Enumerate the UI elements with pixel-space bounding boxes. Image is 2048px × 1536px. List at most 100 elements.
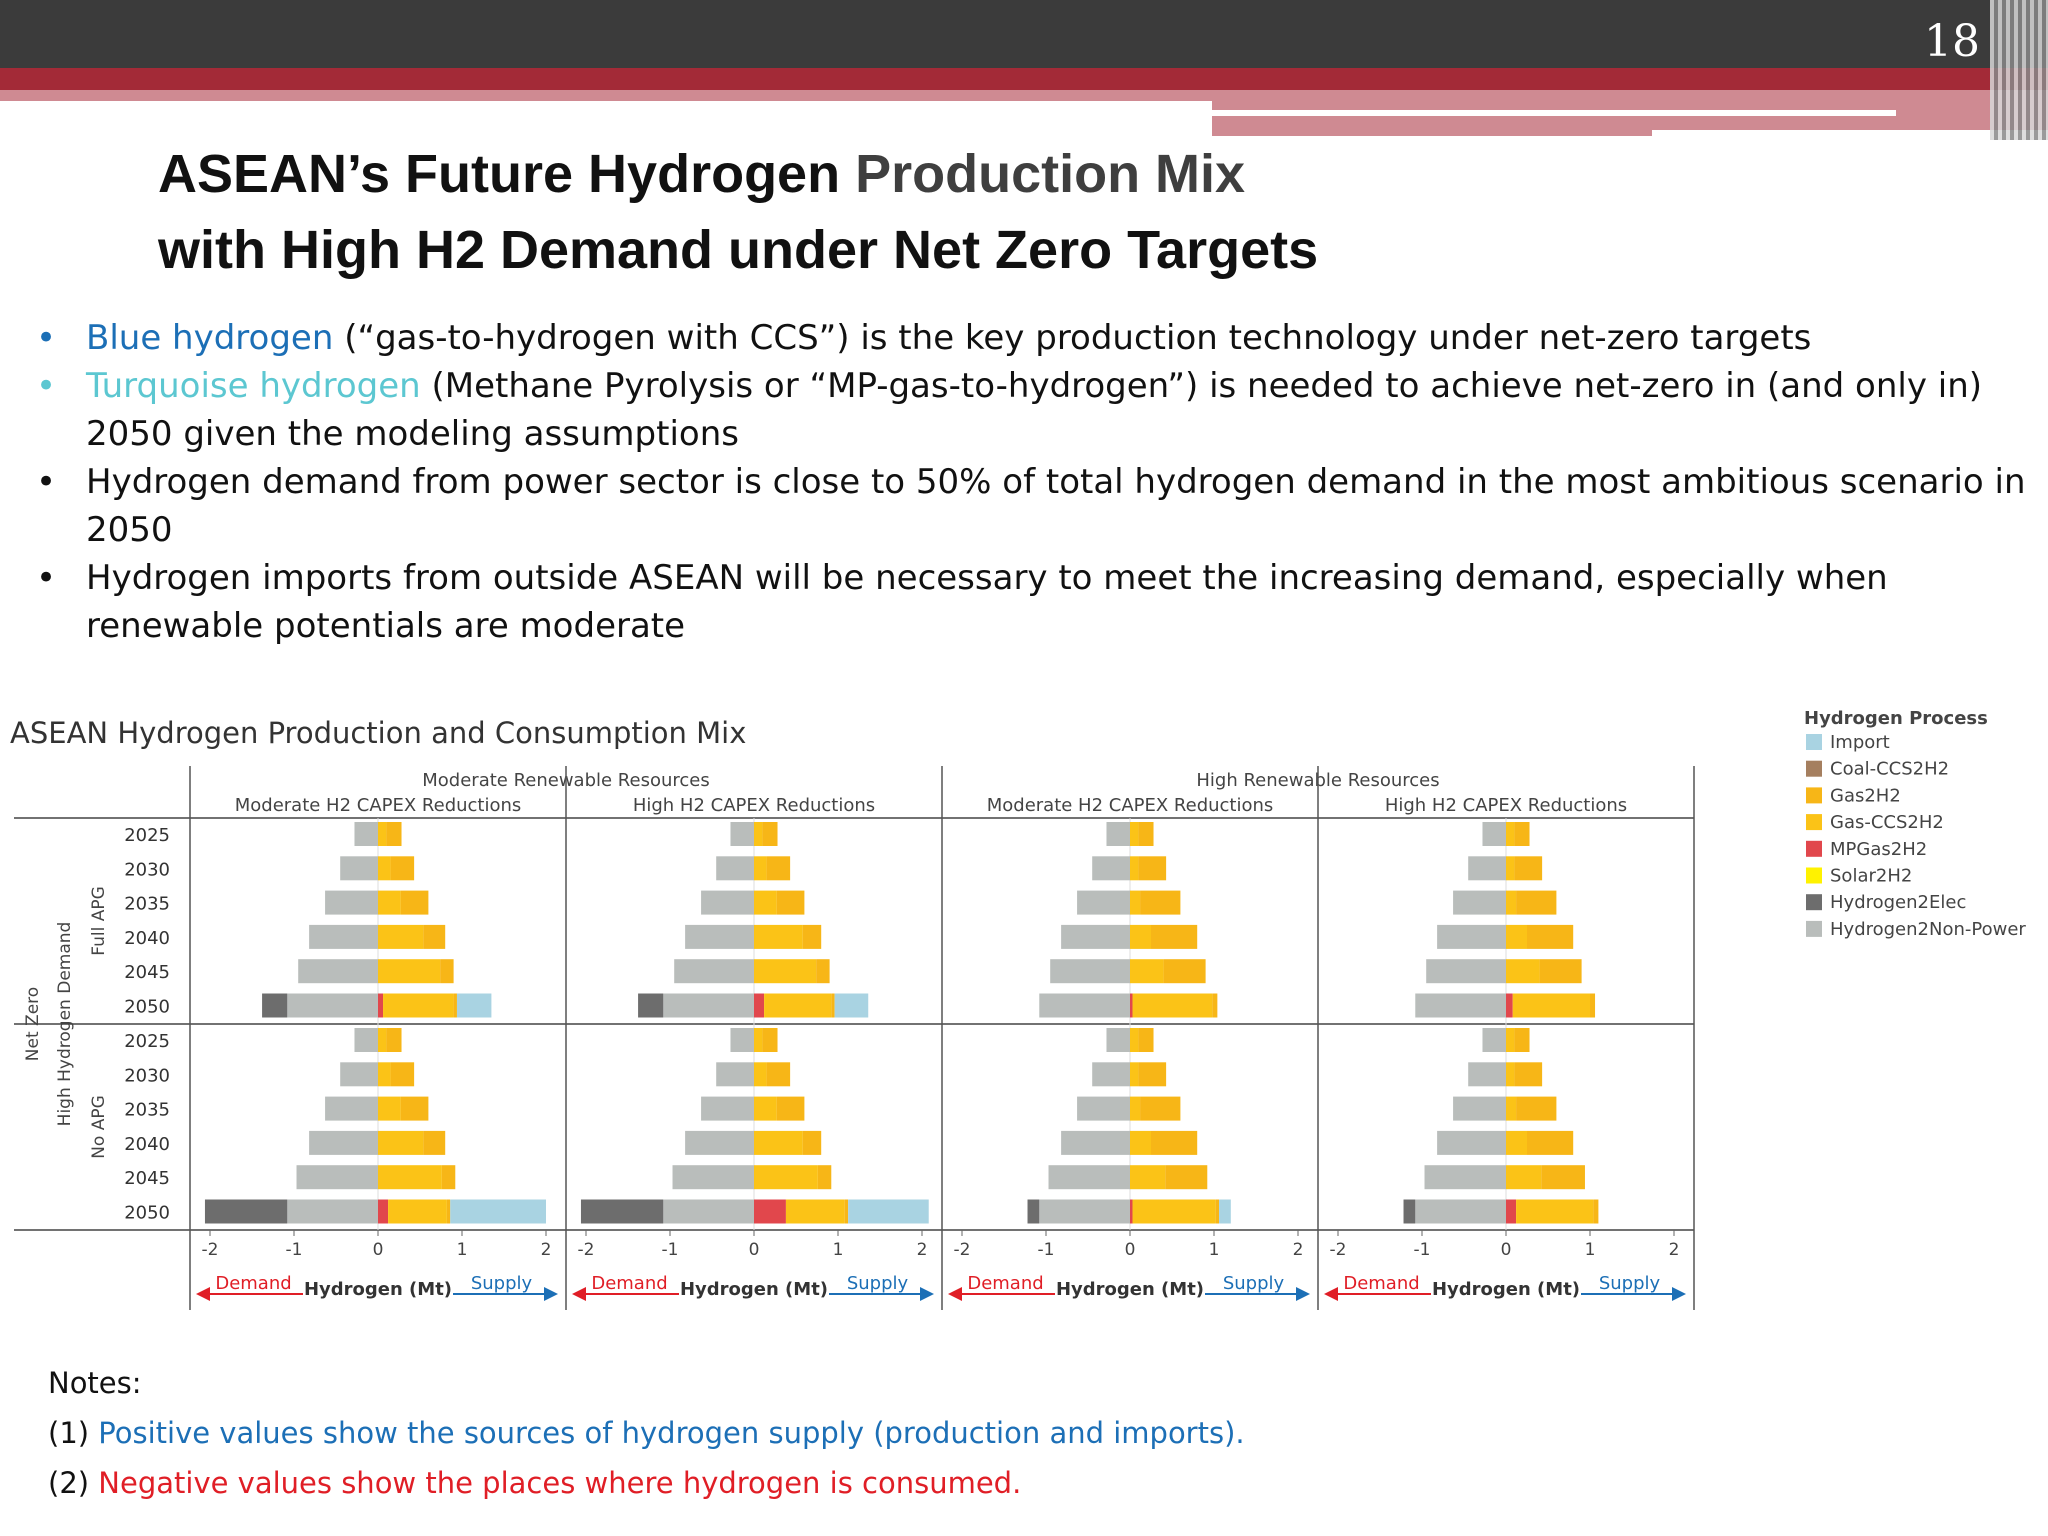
bar-segment-gas2h2 xyxy=(453,993,457,1018)
legend-label: Import xyxy=(1830,732,1890,753)
bar-segment-hydrogen2non-power xyxy=(309,1130,378,1155)
bar-segment-hydrogen2non-power xyxy=(1437,924,1506,949)
bar-segment-hydrogen2non-power xyxy=(1048,1165,1130,1190)
legend-label: Gas2H2 xyxy=(1830,785,1901,806)
bar-segment-gas2h2 xyxy=(1527,924,1574,949)
bar-segment-gas2h2 xyxy=(1516,1096,1557,1121)
bullet-text: Hydrogen demand from power sector is clo… xyxy=(86,462,2026,550)
bar-segment-hydrogen2non-power xyxy=(1415,1199,1506,1224)
page-number: 18 xyxy=(1924,16,1980,67)
bar-segment-gas-ccs2h2 xyxy=(1506,856,1515,881)
legend-label: Gas-CCS2H2 xyxy=(1830,812,1944,833)
bar-segment-gas2h2 xyxy=(776,890,805,915)
bar-segment-gas-ccs2h2 xyxy=(1132,993,1213,1018)
bar-segment-hydrogen2non-power xyxy=(340,1062,378,1087)
row-label: No APG xyxy=(89,1095,109,1159)
bullet-dot: • xyxy=(36,462,57,502)
header-bar xyxy=(0,0,2048,68)
chart-title: ASEAN Hydrogen Production and Consumptio… xyxy=(10,716,747,750)
bar-segment-gas2h2 xyxy=(1593,1199,1599,1224)
bar-segment-hydrogen2non-power xyxy=(674,959,754,984)
bar-segment-gas-ccs2h2 xyxy=(378,1165,442,1190)
x-tick-label: 0 xyxy=(373,1240,384,1260)
bar-segment-gas2h2 xyxy=(1514,1062,1543,1087)
bullet-highlight: Turquoise hydrogen xyxy=(86,366,421,406)
bar-segment-gas2h2 xyxy=(386,1028,402,1052)
bar-segment-hydrogen2non-power xyxy=(1482,1028,1506,1052)
bar-segment-hydrogen2non-power xyxy=(1050,959,1130,984)
year-tick-label: 2025 xyxy=(124,1031,170,1052)
x-tick-label: -1 xyxy=(1414,1240,1431,1260)
supply-label: Supply xyxy=(471,1273,533,1294)
bullet-list: • Blue hydrogen (“gas-to-hydrogen with C… xyxy=(36,314,2026,650)
bar-segment-hydrogen2non-power xyxy=(1453,890,1506,915)
bar-segment-gas2h2 xyxy=(1541,1165,1585,1190)
bar-segment-hydrogen2non-power xyxy=(354,822,378,846)
year-tick-label: 2045 xyxy=(124,1168,170,1189)
header-stripes xyxy=(1990,0,2048,140)
year-tick-label: 2025 xyxy=(124,825,170,846)
x-axis-label: Hydrogen (Mt) xyxy=(680,1279,828,1300)
bullet-text: Hydrogen imports from outside ASEAN will… xyxy=(86,558,1888,646)
year-tick-label: 2050 xyxy=(124,997,170,1018)
bar-segment-gas2h2 xyxy=(1151,1130,1198,1155)
x-tick-label: 1 xyxy=(833,1240,844,1260)
bar-segment-hydrogen2non-power xyxy=(1468,856,1506,881)
bar-segment-gas-ccs2h2 xyxy=(1130,959,1164,984)
bar-segment-gas-ccs2h2 xyxy=(1130,856,1139,881)
bar-segment-hydrogen2non-power xyxy=(1482,822,1506,846)
x-tick-label: 1 xyxy=(1209,1240,1220,1260)
x-tick-label: 2 xyxy=(541,1240,552,1260)
bullet-highlight: Blue hydrogen xyxy=(86,318,334,358)
supply-label: Supply xyxy=(1223,1273,1285,1294)
bar-segment-hydrogen2non-power xyxy=(1061,924,1130,949)
supply-label: Supply xyxy=(1599,1273,1661,1294)
bar-segment-hydrogen2non-power xyxy=(1415,993,1506,1018)
supply-arrow-head xyxy=(920,1287,934,1301)
bar-segment-gas-ccs2h2 xyxy=(388,1199,447,1224)
bar-segment-gas2h2 xyxy=(446,1199,451,1224)
demand-arrow-head xyxy=(948,1287,962,1301)
bar-segment-hydrogen2non-power xyxy=(1077,1096,1130,1121)
year-tick-label: 2030 xyxy=(124,859,170,880)
bar-segment-gas-ccs2h2 xyxy=(378,1028,387,1052)
x-tick-label: -2 xyxy=(202,1240,219,1260)
bar-segment-gas-ccs2h2 xyxy=(1130,1062,1139,1087)
bar-segment-hydrogen2non-power xyxy=(354,1028,378,1052)
bar-segment-hydrogen2non-power xyxy=(325,890,378,915)
demand-label: Demand xyxy=(215,1273,291,1294)
bar-segment-import xyxy=(834,993,869,1018)
bar-segment-gas2h2 xyxy=(802,924,822,949)
demand-label: Demand xyxy=(1343,1273,1419,1294)
x-tick-label: -2 xyxy=(954,1240,971,1260)
bar-segment-gas-ccs2h2 xyxy=(754,1028,763,1052)
bar-segment-gas-ccs2h2 xyxy=(378,1096,401,1121)
bar-segment-gas-ccs2h2 xyxy=(378,1062,391,1087)
bullet-item: • Hydrogen imports from outside ASEAN wi… xyxy=(36,554,2026,650)
bar-segment-hydrogen2non-power xyxy=(1077,890,1130,915)
bar-segment-gas-ccs2h2 xyxy=(1516,1199,1594,1224)
note-2: (2) Negative values show the places wher… xyxy=(48,1466,1022,1500)
bar-segment-import xyxy=(848,1199,929,1224)
bar-segment-gas-ccs2h2 xyxy=(1132,1199,1216,1224)
bar-segment-gas-ccs2h2 xyxy=(1506,1028,1515,1052)
bar-segment-gas2h2 xyxy=(1514,822,1530,846)
bar-segment-gas2h2 xyxy=(390,1062,415,1087)
x-tick-label: -1 xyxy=(662,1240,679,1260)
bar-segment-hydrogen2non-power xyxy=(730,822,754,846)
notes-heading: Notes: xyxy=(48,1366,142,1400)
bar-segment-hydrogen2elec xyxy=(204,1199,288,1224)
bar-segment-gas-ccs2h2 xyxy=(754,856,767,881)
header-accent-line xyxy=(1652,130,2048,138)
bar-segment-gas2h2 xyxy=(817,1165,832,1190)
bar-segment-hydrogen2non-power xyxy=(287,993,378,1018)
x-tick-label: -2 xyxy=(578,1240,595,1260)
bar-segment-gas2h2 xyxy=(1140,890,1181,915)
bar-segment-hydrogen2non-power xyxy=(685,924,754,949)
bar-segment-gas2h2 xyxy=(766,856,791,881)
bar-segment-gas2h2 xyxy=(423,1130,446,1155)
bar-segment-gas2h2 xyxy=(1514,1028,1530,1052)
bar-segment-hydrogen2non-power xyxy=(716,856,754,881)
bar-segment-hydrogen2non-power xyxy=(1092,856,1130,881)
bullet-item: • Turquoise hydrogen (Methane Pyrolysis … xyxy=(36,362,2026,458)
